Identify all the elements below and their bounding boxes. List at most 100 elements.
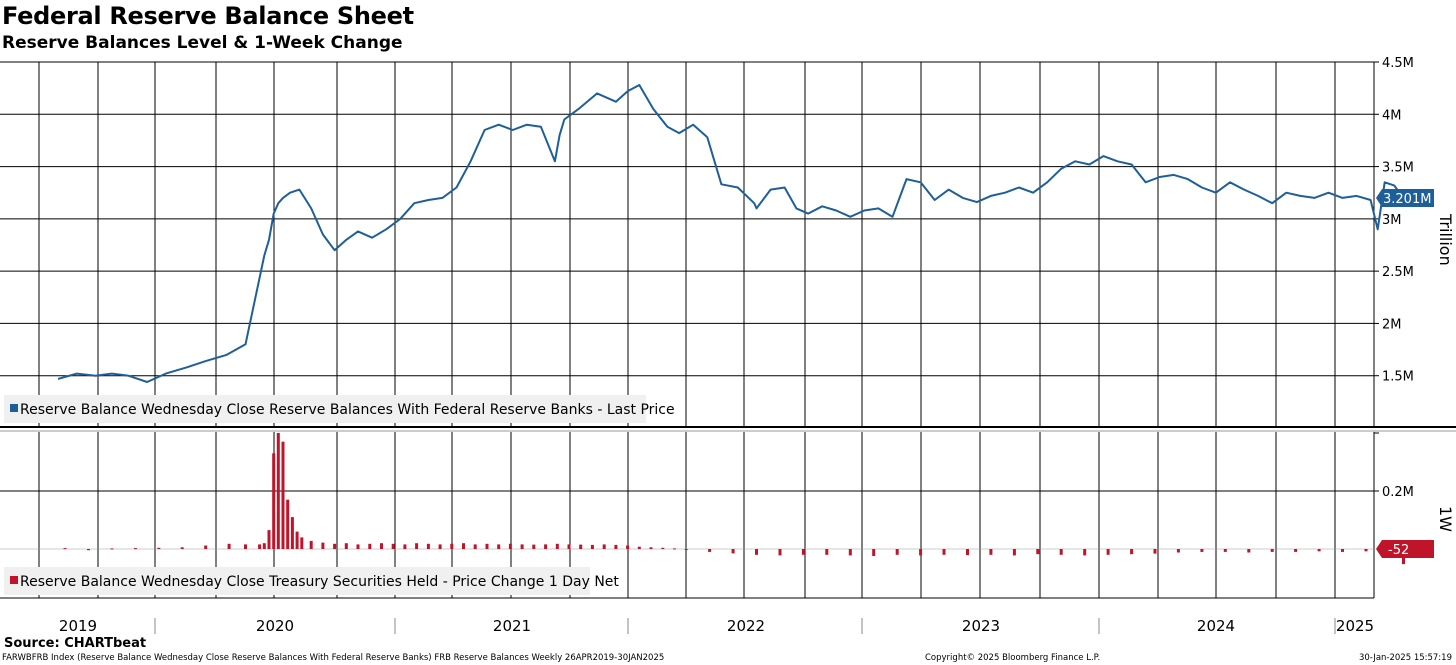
legend-box-top [4, 395, 646, 423]
bar-9 [258, 544, 262, 549]
bar-36 [508, 543, 512, 549]
bar-25 [380, 543, 383, 549]
bar-3 [133, 548, 137, 550]
bar-73 [1200, 549, 1204, 552]
bar-72 [1176, 549, 1180, 553]
bar-49 [661, 547, 665, 549]
bar-33 [473, 544, 477, 549]
bar-41 [567, 544, 571, 549]
last-value-label-bottom: -52 [1388, 543, 1409, 558]
bar-21 [333, 543, 337, 549]
ytick-label-top-3: 3M [1382, 213, 1402, 228]
bar-69 [1106, 549, 1110, 555]
ytick-label-bottom-0: 0.2M [1382, 485, 1414, 500]
ytick-label-top-5: 2M [1382, 317, 1402, 332]
last-value-label-top: 3.201M [1383, 192, 1431, 207]
bar-16 [290, 517, 294, 549]
bar-28 [415, 543, 419, 549]
bar-62 [942, 549, 946, 555]
bar-2 [110, 548, 114, 550]
bar-6 [204, 545, 208, 549]
legend-swatch-top [10, 404, 18, 412]
year-label-2022: 2022 [727, 617, 765, 635]
bar-50 [673, 548, 676, 550]
bar-59 [872, 549, 876, 556]
bar-55 [778, 549, 782, 556]
bar-30 [438, 544, 442, 549]
chart-title: Federal Reserve Balance Sheet [2, 2, 414, 30]
bar-53 [731, 549, 735, 554]
bar-43 [590, 544, 594, 549]
bar-18 [300, 537, 304, 549]
bar-39 [544, 544, 548, 549]
bar-70 [1130, 549, 1134, 555]
bar-11 [267, 530, 271, 549]
bar-57 [825, 549, 829, 555]
bottom-axis-unit: 1W [1436, 506, 1455, 532]
bar-79 [1341, 549, 1344, 552]
bar-80 [1364, 549, 1368, 552]
bar-15 [286, 499, 290, 549]
bar-76 [1270, 549, 1274, 552]
bar-29 [426, 543, 430, 549]
footer-copyright: Copyright© 2025 Bloomberg Finance L.P. [925, 653, 1101, 663]
source-note: Source: CHARTbeat [4, 636, 147, 651]
bar-44 [602, 544, 606, 549]
bar-42 [579, 544, 583, 549]
bar-19 [309, 540, 313, 549]
bar-61 [919, 549, 923, 556]
ytick-label-top-2: 3.5M [1382, 161, 1414, 176]
footer-timestamp: 30-Jan-2025 15:57:19 [1358, 653, 1452, 663]
bar-13 [276, 433, 280, 549]
chart-subtitle: Reserve Balances Level & 1-Week Change [2, 33, 403, 53]
bar-40 [555, 543, 559, 549]
bar-26 [391, 543, 395, 549]
bar-60 [895, 549, 899, 555]
reserve-balance-line [57, 84, 1405, 383]
bar-78 [1317, 549, 1321, 552]
bar-45 [614, 544, 618, 549]
ytick-label-top-6: 1.5M [1382, 370, 1414, 385]
year-label-2019: 2019 [59, 617, 97, 635]
bar-56 [801, 549, 805, 555]
bar-24 [368, 543, 372, 549]
bar-4 [157, 547, 161, 549]
legend-swatch-bottom [10, 576, 18, 584]
legend-box-bottom [4, 567, 590, 595]
year-label-2025: 2025 [1336, 617, 1374, 635]
bar-23 [356, 544, 360, 549]
ytick-label-top-1: 4M [1382, 108, 1402, 123]
ytick-label-top-0: 4.5M [1382, 56, 1414, 71]
top-axis-unit: Trillion [1436, 213, 1455, 266]
year-label-2020: 2020 [256, 617, 294, 635]
bar-31 [450, 543, 454, 549]
legend-label-top: Reserve Balance Wednesday Close Reserve … [20, 402, 675, 418]
year-label-2024: 2024 [1197, 617, 1235, 635]
bar-75 [1247, 549, 1251, 553]
bar-34 [485, 543, 489, 549]
bar-46 [626, 545, 630, 549]
bar-74 [1223, 549, 1227, 552]
bar-8 [244, 544, 247, 549]
bar-71 [1153, 549, 1157, 554]
bar-65 [1012, 549, 1016, 556]
bar-54 [755, 549, 758, 555]
bar-20 [321, 542, 325, 549]
bar-64 [989, 549, 993, 555]
ytick-label-top-4: 2.5M [1382, 265, 1414, 280]
last-value-tag-bottom [1376, 540, 1434, 558]
bar-1 [87, 549, 90, 551]
bar-10 [262, 543, 266, 549]
bar-38 [532, 544, 536, 549]
bar-37 [520, 544, 524, 549]
last-value-tag-top [1376, 188, 1434, 207]
bar-27 [403, 544, 407, 549]
footer-index-description: FARWBFRB Index (Reserve Balance Wednesda… [2, 653, 665, 663]
bar-35 [497, 544, 501, 549]
bar-48 [649, 547, 653, 549]
bar-5 [180, 547, 184, 549]
bar-17 [295, 531, 299, 549]
bar-7 [227, 543, 231, 549]
bar-51 [684, 549, 688, 550]
year-label-2023: 2023 [962, 617, 1000, 635]
